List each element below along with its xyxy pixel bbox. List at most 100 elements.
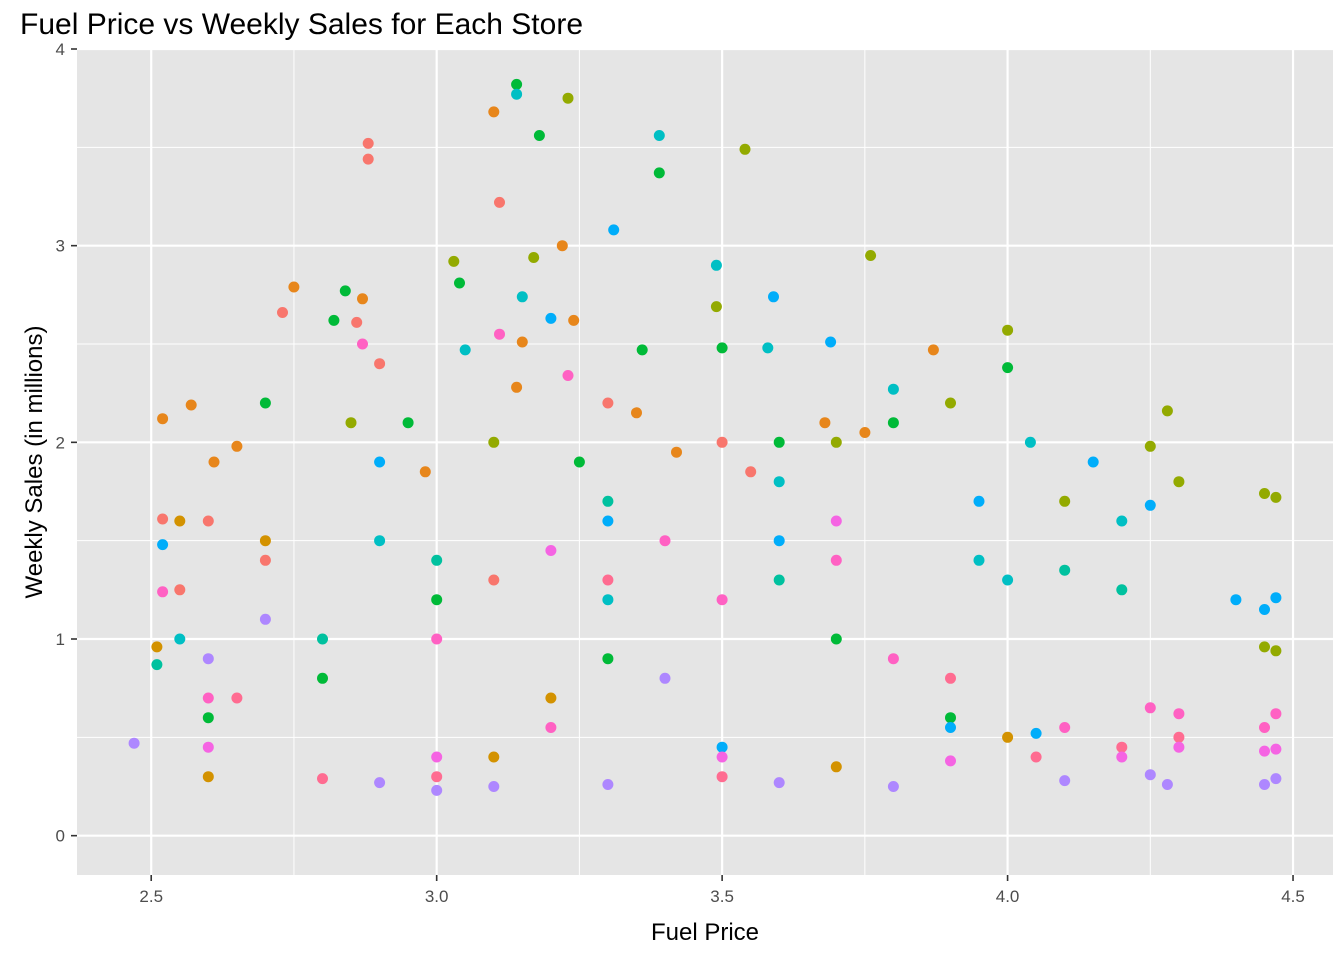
data-point — [1059, 722, 1071, 733]
data-point — [945, 397, 956, 409]
plot-panel — [77, 49, 1333, 875]
data-point — [573, 456, 585, 468]
data-point — [659, 535, 671, 547]
data-point — [174, 515, 186, 527]
data-point — [716, 751, 728, 763]
data-point — [528, 252, 540, 263]
data-point — [488, 781, 500, 792]
data-point — [202, 653, 214, 665]
data-point — [259, 397, 271, 409]
y-tick-label: 1 — [56, 630, 65, 649]
data-point — [773, 476, 785, 488]
data-point — [602, 653, 614, 665]
data-point — [157, 413, 169, 425]
data-point — [1116, 515, 1128, 527]
data-point — [716, 771, 728, 783]
data-point — [1259, 604, 1270, 615]
data-point — [1116, 751, 1128, 763]
data-point — [1002, 362, 1014, 374]
y-tick-label: 3 — [56, 237, 65, 256]
data-point — [659, 672, 671, 684]
data-point — [374, 456, 386, 468]
data-point — [202, 741, 214, 753]
data-point — [431, 554, 443, 566]
data-point — [259, 554, 271, 566]
data-point — [431, 784, 443, 796]
y-tick-label: 4 — [56, 40, 65, 59]
data-point — [1144, 440, 1156, 452]
data-point — [945, 755, 956, 767]
data-point — [887, 781, 899, 792]
data-point — [710, 301, 722, 313]
data-point — [545, 312, 557, 324]
data-point — [865, 250, 877, 261]
data-point — [1259, 641, 1270, 653]
data-point — [636, 344, 648, 356]
data-point — [128, 737, 140, 749]
data-point — [602, 779, 614, 790]
data-point — [602, 495, 614, 507]
data-point — [945, 672, 956, 684]
data-point — [317, 672, 328, 684]
data-point — [830, 554, 842, 566]
data-point — [431, 771, 443, 783]
data-point — [157, 539, 169, 551]
data-point — [202, 712, 214, 724]
data-point — [945, 722, 956, 733]
data-point — [1059, 775, 1071, 787]
data-point — [151, 659, 163, 671]
data-point — [830, 761, 842, 773]
data-point — [710, 259, 722, 271]
data-point — [1002, 324, 1014, 336]
data-point — [830, 436, 842, 448]
data-point — [568, 314, 580, 326]
y-axis: 0 1 2 3 4 — [56, 40, 77, 846]
major-gridlines — [77, 47, 1333, 875]
data-point — [431, 633, 443, 645]
data-point — [1024, 436, 1036, 448]
data-point — [887, 653, 899, 665]
data-point — [202, 771, 214, 783]
data-point — [357, 338, 368, 350]
data-point — [1259, 722, 1270, 733]
y-tick-label: 2 — [56, 433, 65, 452]
data-point — [317, 633, 328, 645]
x-tick-label: 4.5 — [1281, 887, 1305, 906]
x-axis: 2.5 3.0 3.5 4.0 4.5 — [139, 875, 1305, 906]
data-point — [351, 316, 363, 328]
data-point — [545, 692, 557, 704]
data-points — [128, 78, 1282, 796]
data-point — [671, 446, 682, 458]
data-point — [362, 137, 374, 149]
data-point — [185, 399, 197, 411]
data-point — [762, 342, 774, 354]
data-point — [157, 513, 169, 525]
x-tick-label: 4.0 — [996, 887, 1020, 906]
data-point — [1270, 773, 1282, 785]
data-point — [374, 358, 386, 370]
data-point — [716, 741, 728, 753]
data-point — [1259, 745, 1270, 757]
data-point — [339, 285, 351, 297]
data-point — [602, 594, 614, 606]
data-point — [973, 554, 985, 566]
data-point — [157, 586, 169, 598]
data-point — [362, 153, 374, 165]
data-point — [653, 130, 665, 141]
data-point — [887, 383, 899, 395]
data-point — [562, 92, 574, 104]
data-point — [1116, 741, 1128, 753]
data-point — [516, 336, 528, 348]
data-point — [202, 515, 214, 527]
data-point — [1030, 751, 1042, 763]
data-point — [345, 417, 357, 429]
data-point — [1173, 731, 1185, 743]
data-point — [374, 777, 386, 789]
data-point — [1270, 708, 1282, 720]
data-point — [1270, 491, 1282, 503]
data-point — [1230, 594, 1242, 606]
data-point — [545, 722, 557, 733]
data-point — [1259, 488, 1270, 499]
data-point — [716, 342, 728, 354]
